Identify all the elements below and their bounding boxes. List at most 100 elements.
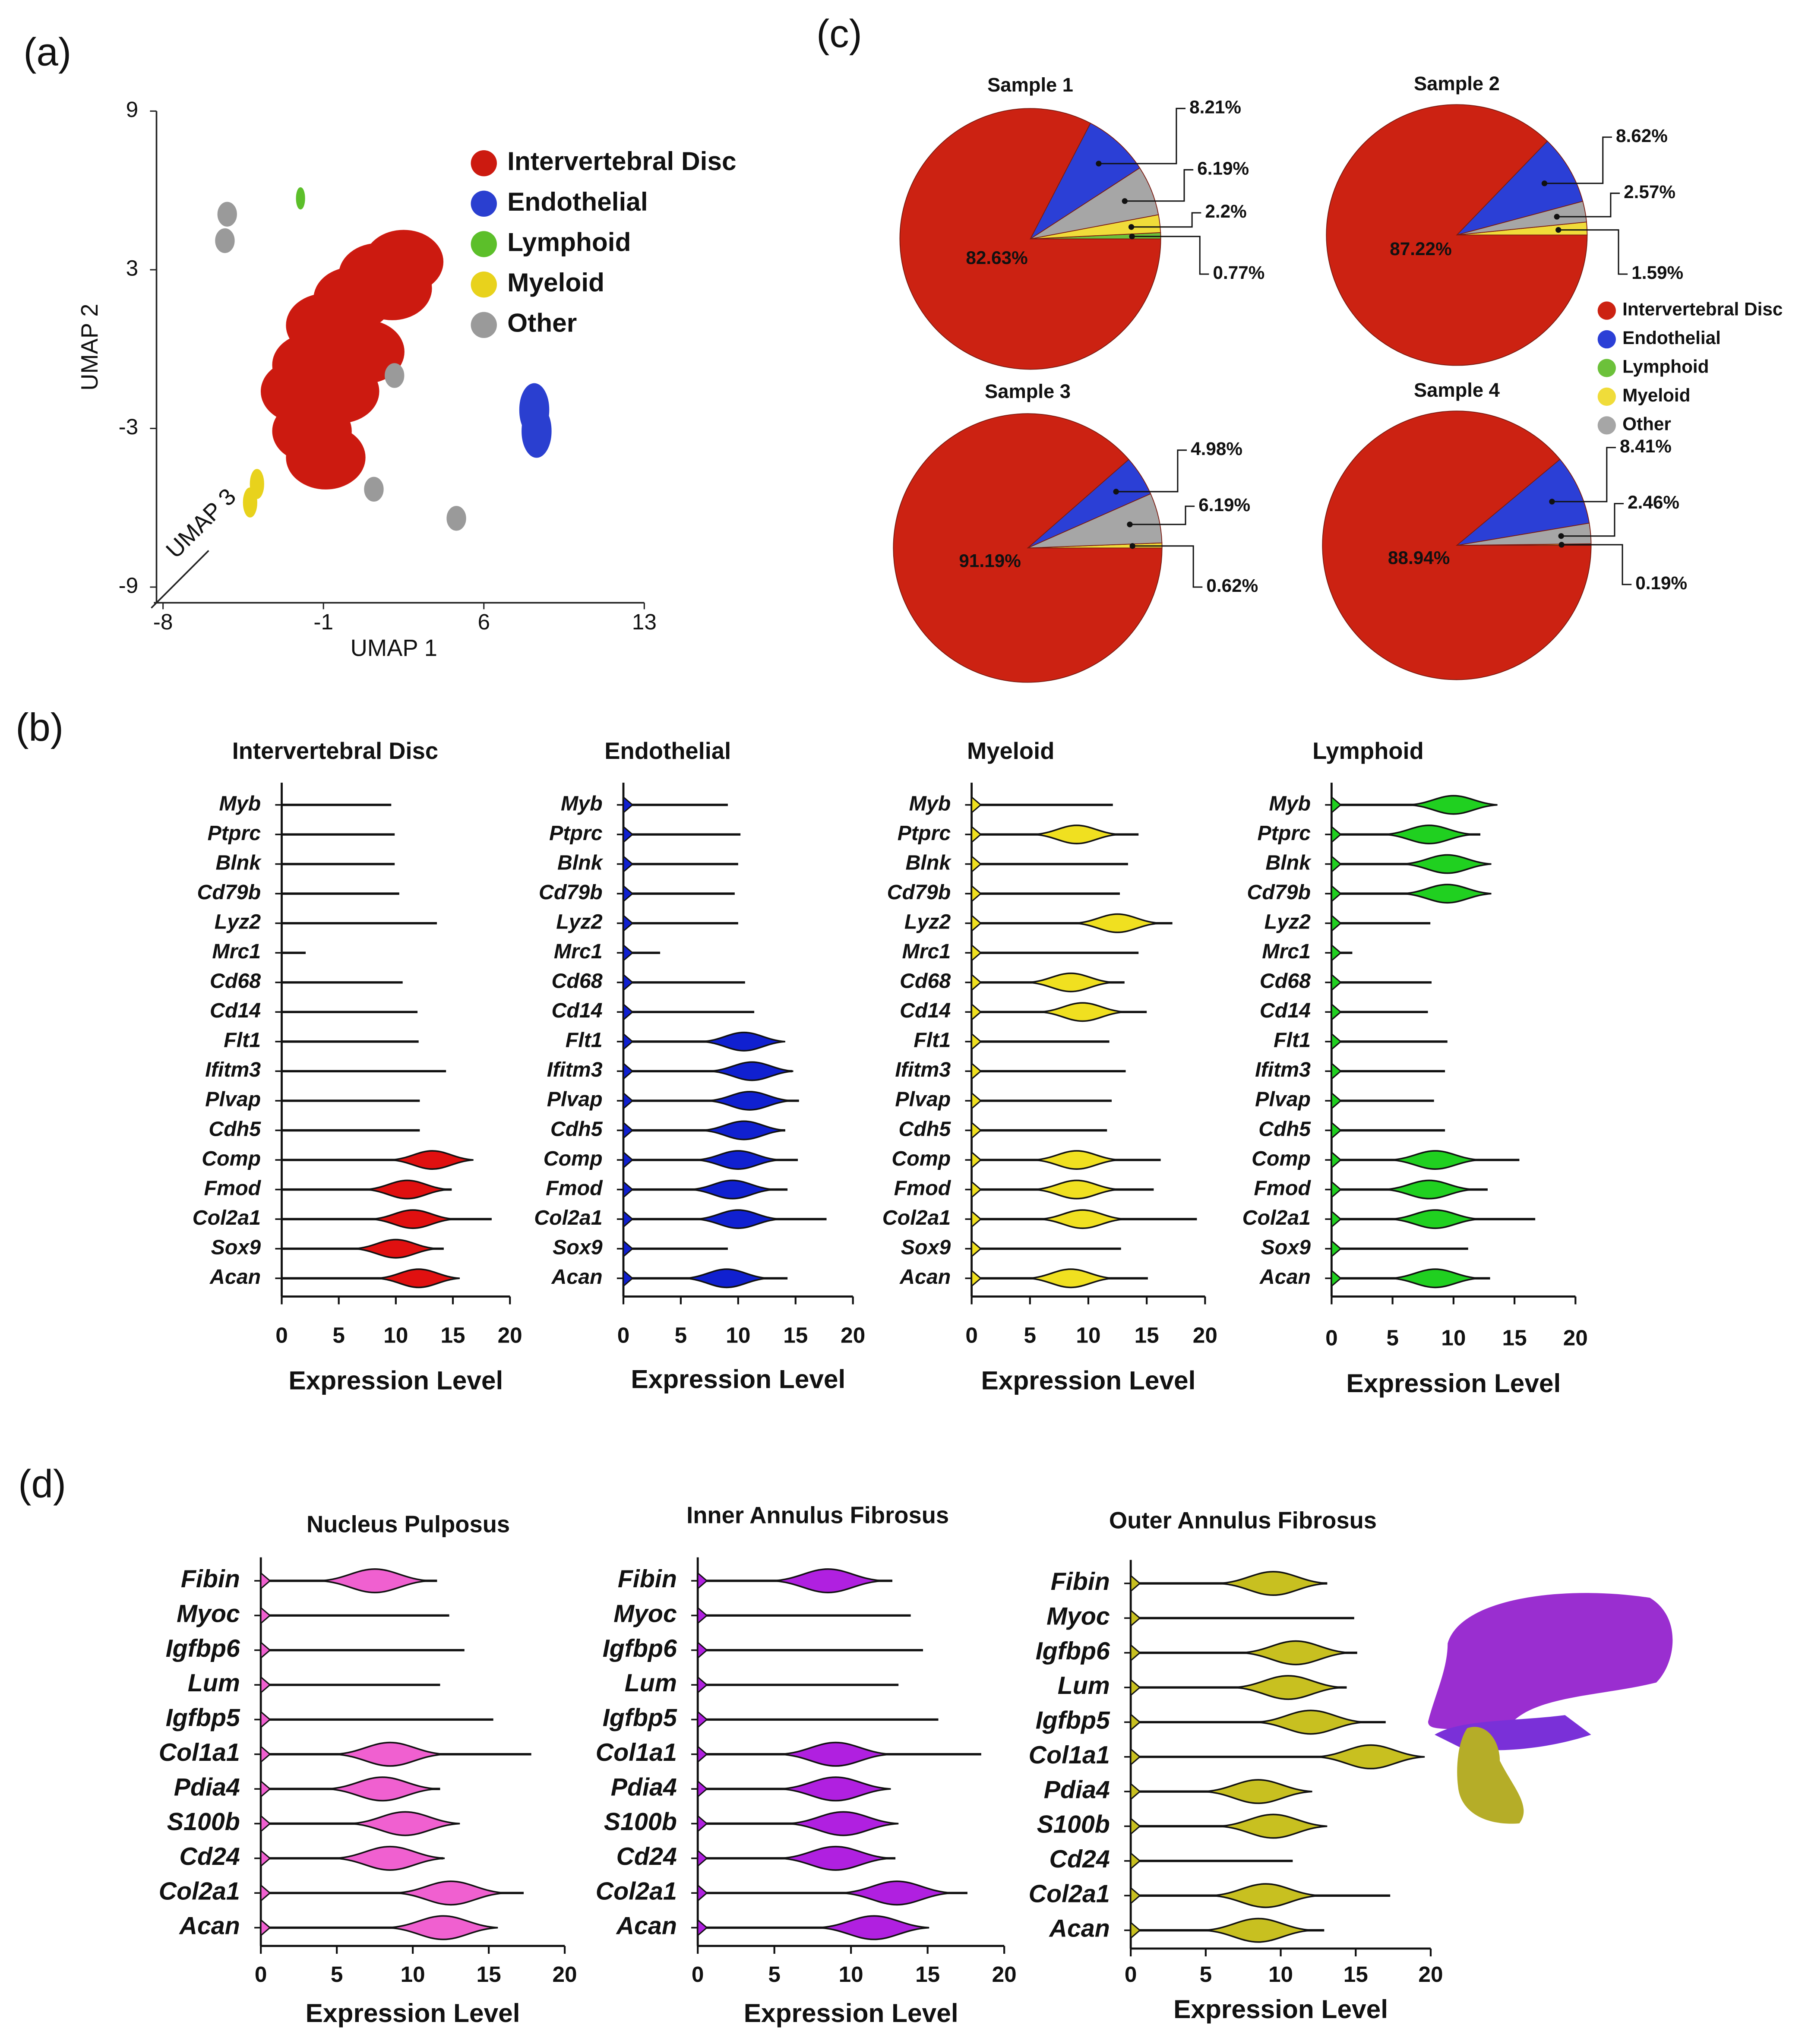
zero-bulge bbox=[623, 943, 634, 962]
zero-bulge bbox=[623, 884, 634, 903]
violin-body bbox=[1410, 795, 1498, 815]
violin-body bbox=[396, 1880, 506, 1906]
chart-title: Lymphoid bbox=[1312, 738, 1424, 764]
legend-swatch bbox=[1597, 359, 1616, 377]
violin-body bbox=[1219, 1813, 1328, 1839]
cluster-point bbox=[364, 230, 444, 294]
y-tick-label: -3 bbox=[119, 414, 139, 439]
violin-body bbox=[819, 1915, 929, 1940]
cluster-point bbox=[215, 228, 235, 253]
gene-label: Lyz2 bbox=[215, 910, 261, 933]
pie-slice bbox=[1455, 140, 1584, 236]
gene-label: Col2a1 bbox=[534, 1206, 602, 1229]
gene-label: Fmod bbox=[204, 1176, 262, 1200]
zero-bulge bbox=[1331, 973, 1342, 992]
gene-label: Myb bbox=[909, 792, 951, 815]
panel-label: (b) bbox=[16, 706, 63, 749]
zero-bulge bbox=[1331, 1269, 1342, 1288]
pie-slice bbox=[1455, 458, 1590, 546]
violin-body bbox=[1211, 1883, 1320, 1908]
chart-title: Endothelial bbox=[604, 738, 731, 764]
value-label: 8.21% bbox=[1189, 97, 1241, 117]
zero-bulge bbox=[623, 1269, 634, 1288]
legend-swatch bbox=[471, 231, 497, 257]
gene-label: Lyz2 bbox=[556, 910, 603, 933]
olive-cluster bbox=[1457, 1727, 1524, 1824]
zero-bulge bbox=[260, 1745, 271, 1764]
gene-label: Mrc1 bbox=[1262, 940, 1311, 963]
gene-label: Acan bbox=[1259, 1265, 1311, 1289]
value-label: 2.2% bbox=[1205, 201, 1246, 221]
gene-label: Igfbp5 bbox=[1036, 1707, 1110, 1734]
zero-bulge bbox=[1130, 1782, 1141, 1801]
gene-label: Cdh5 bbox=[550, 1117, 603, 1140]
gene-label: Cd79b bbox=[539, 881, 603, 904]
zero-bulge bbox=[971, 796, 982, 814]
zero-bulge bbox=[1331, 855, 1342, 874]
gene-label: Pdia4 bbox=[611, 1773, 677, 1801]
y-tick-label: 3 bbox=[126, 256, 139, 280]
legend-label: Endothelial bbox=[1622, 328, 1721, 348]
leader-line bbox=[1561, 503, 1624, 537]
x-tick-label: 20 bbox=[992, 1962, 1017, 1987]
violin-body bbox=[335, 1845, 445, 1871]
violin-body bbox=[377, 1268, 460, 1289]
value-label: 2.46% bbox=[1628, 492, 1679, 512]
gene-label: Plvap bbox=[1255, 1088, 1311, 1111]
pie-slice bbox=[899, 108, 1161, 370]
pie-slice bbox=[1030, 167, 1159, 240]
leader-dot bbox=[1129, 543, 1135, 549]
zero-bulge bbox=[260, 1641, 271, 1660]
x-tick-label: 5 bbox=[332, 1323, 345, 1348]
leader-line bbox=[1116, 449, 1187, 493]
violin-body bbox=[366, 1179, 449, 1200]
gene-label: Lum bbox=[1058, 1672, 1110, 1700]
value-label: 91.19% bbox=[959, 550, 1021, 571]
violin-body bbox=[1316, 1744, 1425, 1769]
legend-swatch bbox=[1597, 416, 1616, 435]
gene-label: Cd24 bbox=[180, 1843, 240, 1870]
gene-label: Blnk bbox=[215, 851, 262, 874]
gene-label: Col2a1 bbox=[1029, 1880, 1110, 1908]
zero-bulge bbox=[971, 1269, 982, 1288]
zero-bulge bbox=[697, 1745, 708, 1764]
zero-bulge bbox=[1331, 1062, 1342, 1080]
zero-bulge bbox=[623, 1239, 634, 1258]
gene-label: Cd24 bbox=[1049, 1845, 1110, 1873]
purple-cluster bbox=[1428, 1593, 1673, 1748]
violin-body bbox=[391, 1150, 474, 1170]
zero-bulge bbox=[697, 1710, 708, 1729]
x-tick-label: 5 bbox=[768, 1962, 781, 1987]
violin-body bbox=[780, 1845, 891, 1871]
zero-bulge bbox=[697, 1641, 708, 1660]
violin-body bbox=[1391, 1209, 1479, 1229]
gene-label: Cd79b bbox=[887, 881, 951, 904]
violin-body bbox=[1234, 1675, 1343, 1700]
gene-label: Cd68 bbox=[1260, 970, 1311, 993]
gene-label: Igfbp5 bbox=[166, 1704, 240, 1732]
leader-line bbox=[1131, 212, 1201, 228]
gene-label: Fibin bbox=[181, 1565, 240, 1593]
gene-label: Cd79b bbox=[1247, 881, 1311, 904]
violin-body bbox=[372, 1209, 454, 1229]
zero-bulge bbox=[697, 1675, 708, 1694]
legend-swatch bbox=[471, 271, 497, 298]
violin-body bbox=[1385, 825, 1473, 845]
pie-title: Sample 2 bbox=[1414, 73, 1500, 95]
x-tick-label: 15 bbox=[783, 1323, 808, 1348]
x-axis-label: Expression Level bbox=[1173, 1994, 1388, 2024]
y-tick-label: -9 bbox=[119, 573, 139, 598]
gene-label: Acan bbox=[551, 1265, 602, 1289]
zero-bulge bbox=[260, 1571, 271, 1590]
zero-bulge bbox=[1331, 884, 1342, 903]
violin-body bbox=[697, 1150, 780, 1170]
x-axis-label: Expression Level bbox=[1346, 1368, 1561, 1398]
zero-bulge bbox=[1130, 1921, 1141, 1940]
gene-label: Ifitm3 bbox=[205, 1058, 261, 1081]
value-label: 0.19% bbox=[1635, 573, 1687, 593]
pie-slice bbox=[1326, 104, 1588, 366]
x-tick-label: 5 bbox=[1200, 1962, 1212, 1987]
violin-body bbox=[685, 1268, 768, 1289]
x-tick-label: -8 bbox=[153, 610, 173, 634]
gene-label: Cdh5 bbox=[898, 1117, 951, 1140]
